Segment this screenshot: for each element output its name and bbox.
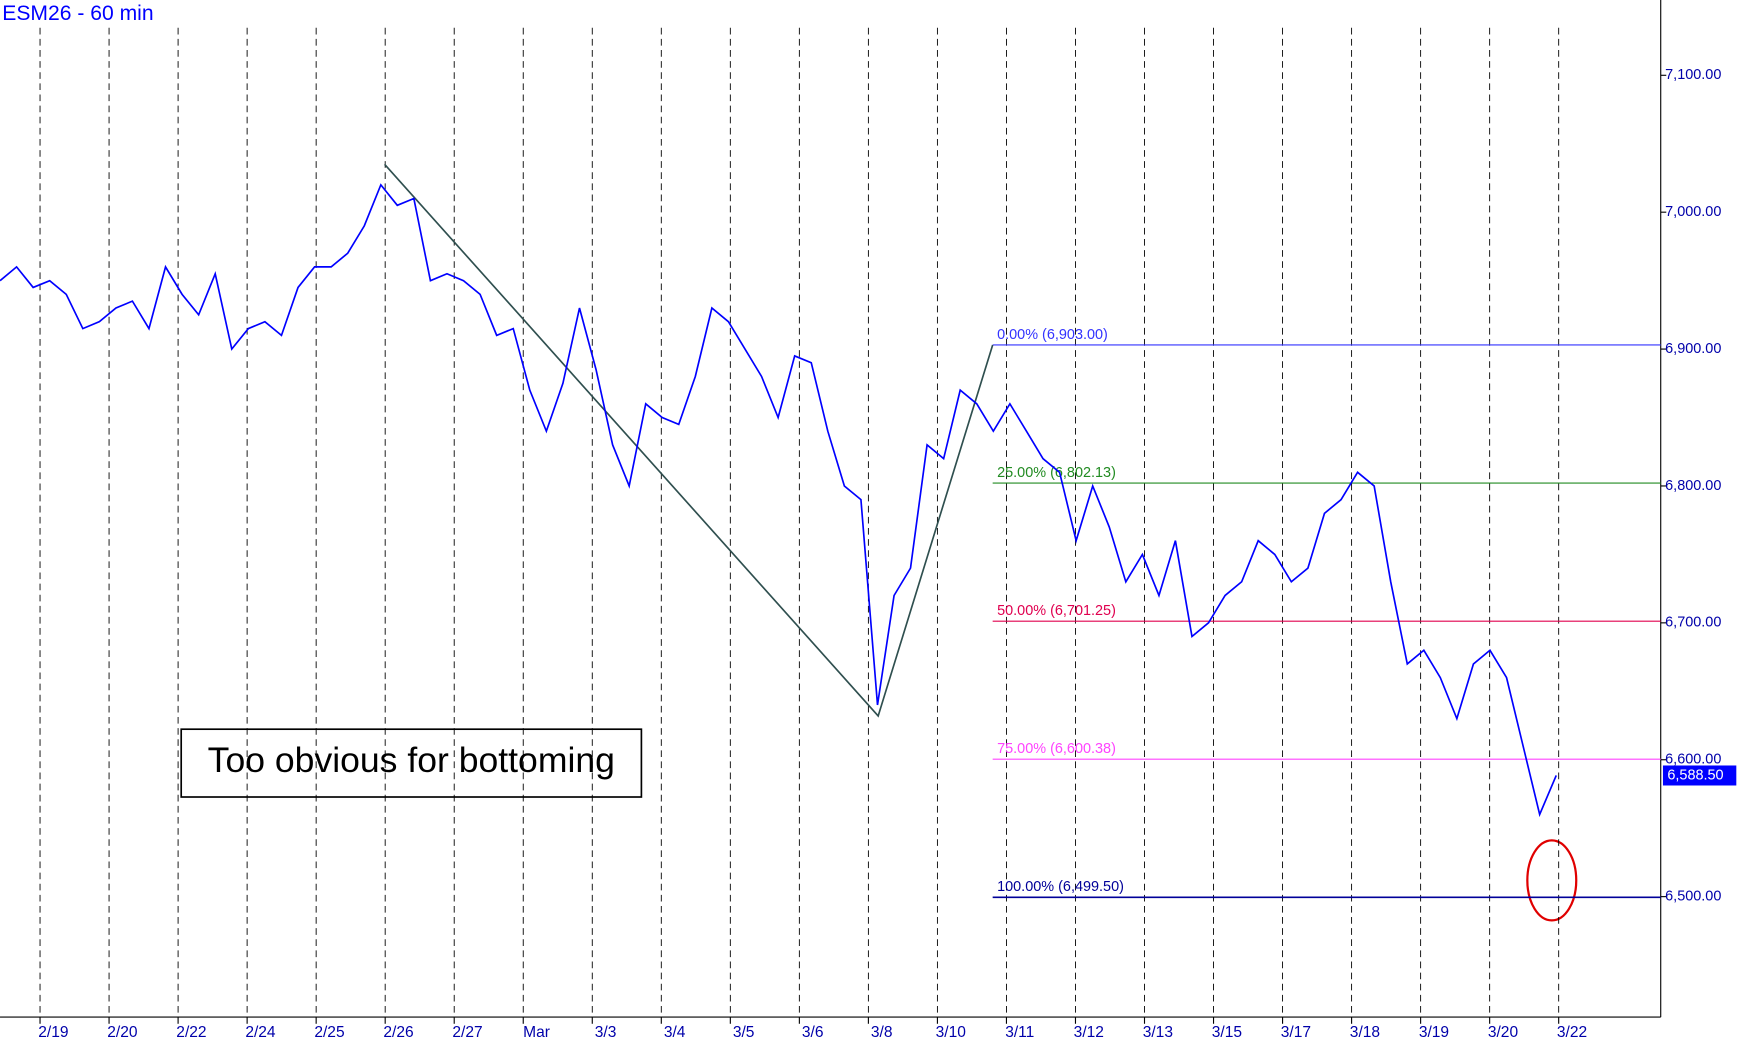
fib-label: 75.00% (6,600.38) bbox=[997, 741, 1116, 757]
x-tick-label: Mar bbox=[523, 1024, 550, 1041]
y-tick-label: 7,100.00 bbox=[1665, 67, 1721, 83]
x-tick-label: 3/6 bbox=[802, 1024, 824, 1041]
x-tick-label: 2/25 bbox=[314, 1024, 344, 1041]
x-tick-label: 2/22 bbox=[176, 1024, 206, 1041]
y-tick-label: 6,800.00 bbox=[1665, 478, 1721, 494]
x-tick-label: 3/8 bbox=[871, 1024, 893, 1041]
x-tick-label: 3/10 bbox=[936, 1024, 967, 1041]
last-price-tag bbox=[1662, 765, 1737, 786]
x-tick-label: 3/15 bbox=[1212, 1024, 1242, 1041]
x-tick-label: 2/19 bbox=[38, 1024, 68, 1041]
swing-line bbox=[384, 163, 994, 718]
chart-title: ESM26 - 60 min bbox=[2, 2, 153, 25]
x-tick-label: 3/5 bbox=[733, 1024, 755, 1041]
annotation: Too obvious for bottoming bbox=[208, 740, 615, 780]
fib-label: 50.00% (6,701.25) bbox=[997, 603, 1116, 619]
x-tick-label: 3/13 bbox=[1143, 1024, 1173, 1041]
x-tick-label: 3/19 bbox=[1419, 1024, 1449, 1041]
price-line bbox=[0, 183, 1558, 818]
y-tick-label: 6,700.00 bbox=[1665, 615, 1721, 631]
y-tick-label: 6,500.00 bbox=[1665, 888, 1721, 904]
x-tick-label: 2/24 bbox=[245, 1024, 276, 1041]
x-tick-label: 3/12 bbox=[1074, 1024, 1104, 1041]
y-tick-label: 6,900.00 bbox=[1665, 341, 1721, 357]
x-tick-label: 2/26 bbox=[383, 1024, 413, 1041]
y-tick-label: 7,000.00 bbox=[1665, 204, 1721, 220]
x-tick-label: 3/3 bbox=[595, 1024, 617, 1041]
x-tick-label: 3/4 bbox=[664, 1024, 686, 1041]
x-tick-label: 3/17 bbox=[1281, 1024, 1311, 1041]
x-tick-label: 3/20 bbox=[1488, 1024, 1519, 1041]
x-tick-label: 3/18 bbox=[1350, 1024, 1380, 1041]
fib-label: 25.00% (6,802.13) bbox=[997, 465, 1116, 481]
x-tick-label: 2/27 bbox=[452, 1024, 482, 1041]
highlight-circle bbox=[1526, 839, 1578, 922]
annotation-box bbox=[180, 728, 643, 798]
x-tick-label: 3/22 bbox=[1557, 1024, 1587, 1041]
fib-label: 0.00% (6,903.00) bbox=[997, 327, 1108, 343]
y-tick-label: 6,600.00 bbox=[1665, 752, 1721, 768]
x-tick-label: 3/11 bbox=[1005, 1024, 1034, 1041]
x-tick-label: 2/20 bbox=[107, 1024, 138, 1041]
fib-label: 100.00% (6,499.50) bbox=[997, 879, 1124, 895]
last-price-label: 6,588.50 bbox=[1667, 767, 1723, 783]
